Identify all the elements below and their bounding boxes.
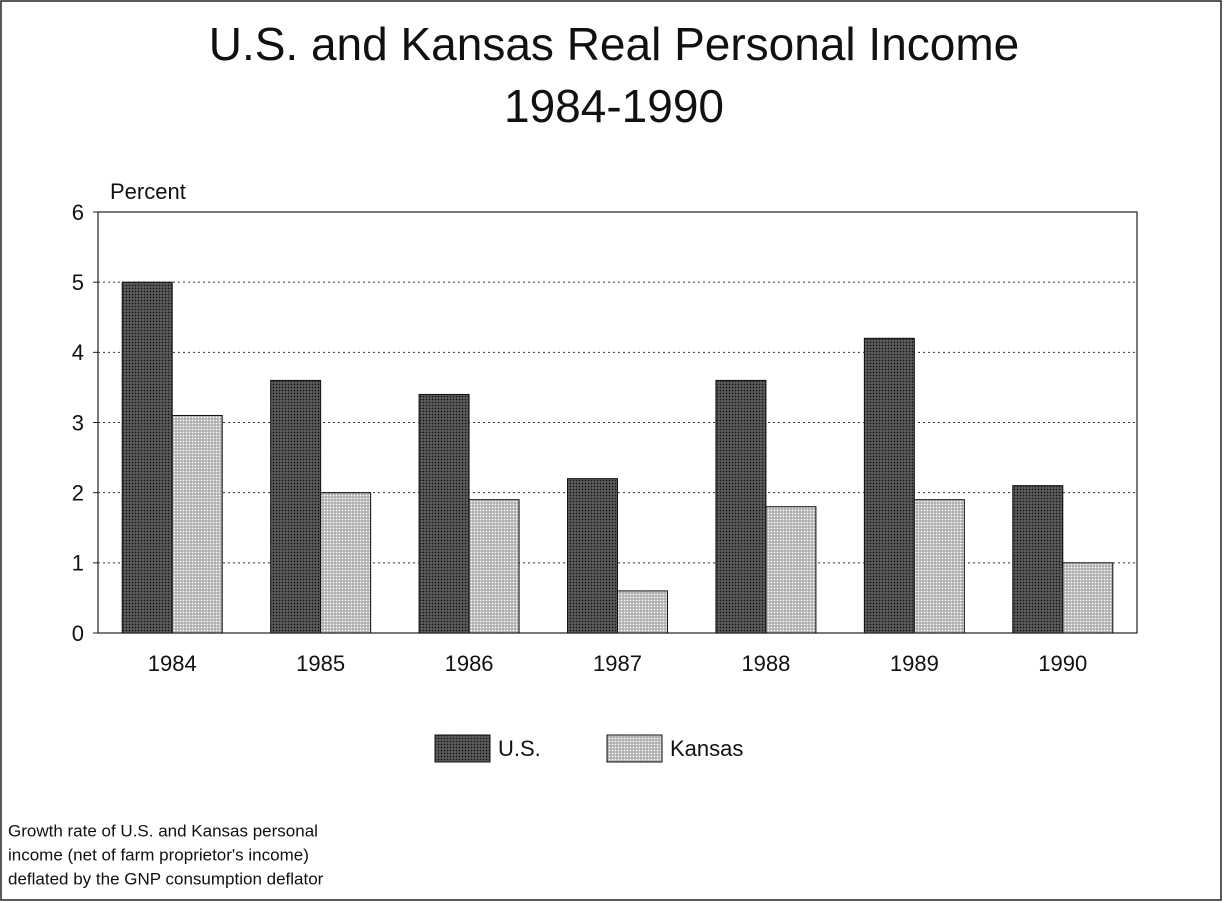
chart-title: 1984-1990 [504,80,724,132]
bar [1062,562,1114,634]
legend-swatch [434,734,491,763]
note: Growth rate of U.S. and Kansas personal [8,821,318,840]
y-tick-label: 0 [72,621,84,646]
note: deflated by the GNP consumption deflator [8,869,324,888]
bar [121,281,173,634]
y-tick-label: 4 [72,340,84,365]
bar [765,506,817,634]
y-tick-label: 2 [72,480,84,505]
y-axis-label: Percent [110,179,186,204]
legend-swatch [606,734,663,763]
bar [715,379,767,634]
x-tick-label: 1987 [593,651,642,676]
y-tick-label: 6 [72,200,84,225]
bar [1012,485,1064,634]
bar [418,393,470,634]
bar [270,379,322,634]
y-tick-label: 1 [72,551,84,576]
legend-label: Kansas [670,736,743,761]
x-tick-label: 1988 [741,651,790,676]
x-tick-label: 1984 [148,651,197,676]
bar [171,414,223,634]
bar [320,492,372,634]
bar [468,499,520,634]
legend-label: U.S. [498,736,541,761]
bar [617,590,668,634]
x-tick-label: 1986 [445,651,494,676]
bar [913,499,965,634]
note: income (net of farm proprietor's income) [8,845,309,864]
x-tick-label: 1989 [890,651,939,676]
x-tick-label: 1990 [1038,651,1087,676]
x-tick-label: 1985 [296,651,345,676]
bar [863,337,915,634]
y-tick-label: 5 [72,270,84,295]
bar [567,478,618,634]
y-tick-label: 3 [72,410,84,435]
chart-title: U.S. and Kansas Real Personal Income [209,18,1020,70]
